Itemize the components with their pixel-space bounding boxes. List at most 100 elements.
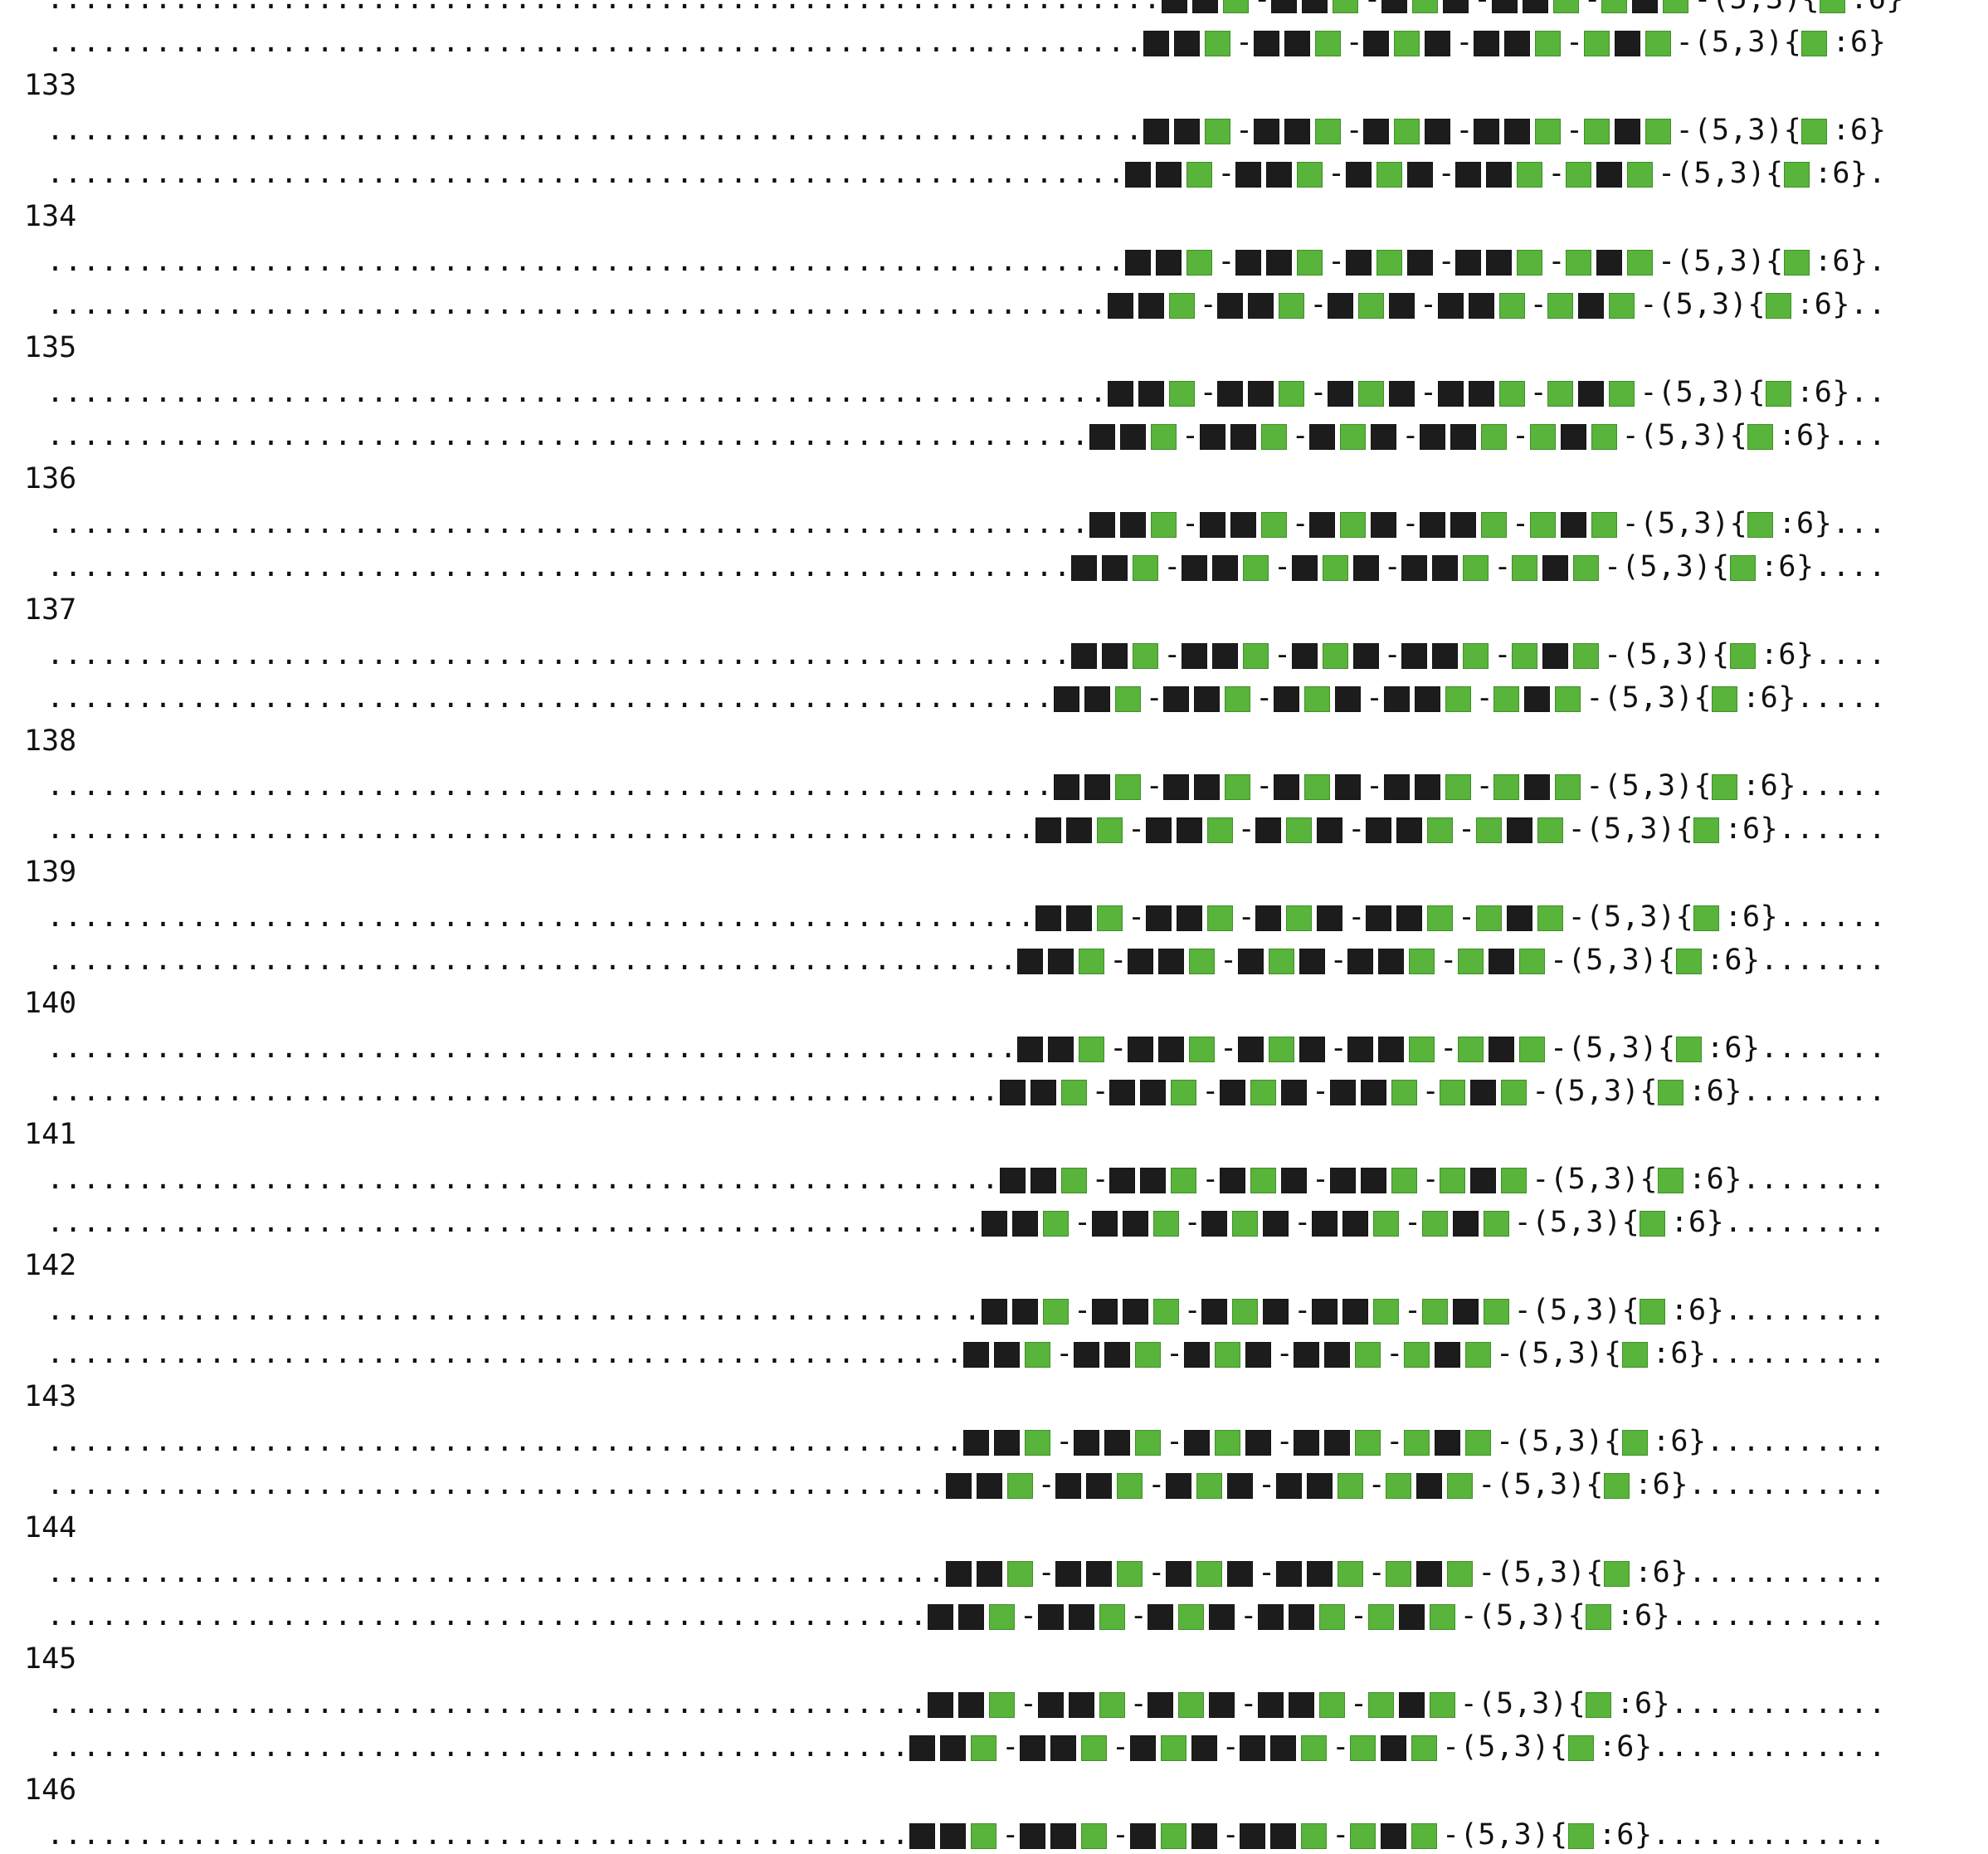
green-cell bbox=[1411, 1735, 1437, 1761]
dark-cell bbox=[1542, 643, 1568, 669]
green-cell bbox=[1747, 512, 1774, 538]
green-cell bbox=[1214, 1430, 1240, 1456]
block-separator: - bbox=[1291, 419, 1310, 452]
dark-cell bbox=[1122, 1299, 1148, 1325]
leading-dots: ........................................… bbox=[46, 1468, 946, 1501]
dark-cell bbox=[1143, 119, 1169, 144]
dark-cell bbox=[1455, 162, 1482, 188]
trailing-dots: ........... bbox=[1688, 1556, 1887, 1589]
dark-cell bbox=[1030, 1168, 1056, 1193]
green-cell bbox=[1591, 424, 1617, 450]
rule-suffix: :6} bbox=[1742, 681, 1797, 715]
leading-dots: ........................................… bbox=[46, 157, 1126, 190]
state-line: ........................................… bbox=[46, 1422, 1886, 1461]
dark-cell bbox=[1127, 949, 1153, 974]
state-line: ........................................… bbox=[46, 810, 1886, 848]
state-line: ........................................… bbox=[46, 242, 1886, 281]
dark-cell bbox=[1145, 905, 1172, 931]
green-cell bbox=[1601, 0, 1628, 13]
dark-cell bbox=[1138, 293, 1164, 319]
generation-label: 133 bbox=[24, 69, 77, 102]
block-separator: - bbox=[1240, 1687, 1258, 1720]
trailing-dots: .. bbox=[1850, 376, 1887, 409]
green-cell bbox=[1206, 905, 1233, 931]
green-cell bbox=[1160, 1823, 1186, 1849]
green-cell bbox=[1060, 1080, 1087, 1105]
dark-cell bbox=[1347, 949, 1374, 974]
dark-cell bbox=[1104, 1342, 1130, 1368]
green-cell bbox=[1493, 686, 1520, 712]
rule-suffix: :6} bbox=[1796, 288, 1851, 321]
block-separator: - bbox=[1109, 944, 1128, 977]
dark-cell bbox=[1147, 1692, 1174, 1718]
block-separator: - bbox=[1349, 1599, 1368, 1632]
dark-cell bbox=[1253, 119, 1279, 144]
dark-cell bbox=[1209, 1692, 1235, 1718]
block-separator: - bbox=[1367, 1556, 1386, 1589]
dark-cell bbox=[1327, 381, 1353, 407]
green-cell bbox=[1426, 817, 1453, 843]
green-cell bbox=[1296, 162, 1323, 188]
green-cell bbox=[1357, 293, 1384, 319]
rule-suffix: :6} bbox=[1814, 157, 1869, 190]
green-cell bbox=[1511, 555, 1537, 581]
dark-cell bbox=[1324, 1430, 1351, 1456]
green-cell bbox=[1572, 555, 1599, 581]
trailing-dots: ...... bbox=[1778, 900, 1887, 934]
green-cell bbox=[1386, 1561, 1412, 1587]
green-cell bbox=[1483, 1211, 1509, 1237]
dark-cell bbox=[981, 1299, 1007, 1325]
dark-cell bbox=[1596, 162, 1622, 188]
green-cell bbox=[988, 1692, 1015, 1718]
dark-cell bbox=[1217, 293, 1244, 319]
rule-separator: -(5,3){ bbox=[1640, 288, 1766, 321]
rule-suffix: :6} bbox=[1652, 1425, 1707, 1458]
dark-cell bbox=[1157, 949, 1184, 974]
rule-suffix: :6} bbox=[1760, 638, 1815, 671]
block-separator: - bbox=[1345, 26, 1364, 59]
dark-cell bbox=[1107, 293, 1133, 319]
block-separator: - bbox=[1127, 812, 1146, 846]
green-cell bbox=[1214, 1342, 1240, 1368]
green-cell bbox=[1340, 512, 1367, 538]
dark-cell bbox=[981, 1211, 1007, 1237]
green-cell bbox=[1583, 31, 1610, 56]
block-separator: - bbox=[1019, 1599, 1038, 1632]
green-cell bbox=[1586, 1604, 1612, 1630]
block-separator: - bbox=[1240, 1599, 1258, 1632]
green-cell bbox=[1463, 643, 1489, 669]
dark-cell bbox=[1425, 31, 1451, 56]
dark-cell bbox=[1157, 1037, 1184, 1062]
green-cell bbox=[1250, 1080, 1276, 1105]
green-cell bbox=[1447, 1561, 1474, 1587]
dark-cell bbox=[1181, 643, 1207, 669]
green-cell bbox=[1640, 1299, 1666, 1325]
state-line: ........................................… bbox=[46, 417, 1886, 455]
green-cell bbox=[1025, 1430, 1051, 1456]
block-separator: - bbox=[1001, 1818, 1020, 1852]
dark-cell bbox=[1119, 512, 1146, 538]
leading-dots: ........................................… bbox=[46, 769, 1054, 803]
dark-cell bbox=[1019, 1735, 1045, 1761]
leading-dots: ........................................… bbox=[46, 550, 1072, 583]
dark-cell bbox=[1506, 817, 1532, 843]
dark-cell bbox=[1414, 686, 1440, 712]
green-cell bbox=[1555, 774, 1581, 800]
green-cell bbox=[1493, 774, 1520, 800]
leading-dots: ........................................… bbox=[46, 1163, 1000, 1196]
rule-separator: -(5,3){ bbox=[1513, 1294, 1640, 1327]
green-cell bbox=[1006, 1561, 1033, 1587]
state-line: ........................................… bbox=[46, 1685, 1886, 1723]
dark-cell bbox=[1030, 1080, 1056, 1105]
dark-cell bbox=[1240, 1735, 1266, 1761]
dark-cell bbox=[1163, 774, 1190, 800]
green-cell bbox=[1591, 512, 1617, 538]
dark-cell bbox=[1163, 686, 1190, 712]
green-cell bbox=[1529, 424, 1556, 450]
block-separator: - bbox=[1311, 1163, 1330, 1196]
green-cell bbox=[1340, 424, 1367, 450]
dark-cell bbox=[1311, 1211, 1338, 1237]
green-cell bbox=[1747, 424, 1774, 450]
trailing-dots: ............ bbox=[1670, 1687, 1887, 1720]
dark-cell bbox=[1309, 512, 1336, 538]
